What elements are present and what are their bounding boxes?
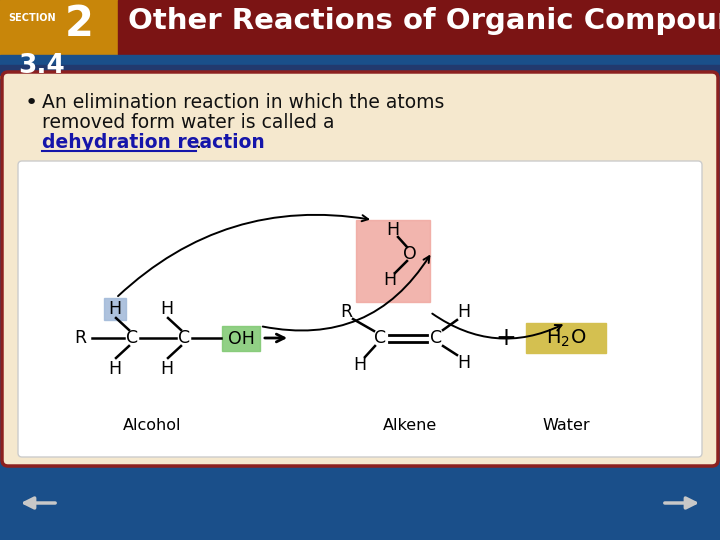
Text: .: . xyxy=(196,133,202,152)
Text: SECTION: SECTION xyxy=(8,13,55,23)
FancyBboxPatch shape xyxy=(2,72,718,466)
Text: C: C xyxy=(178,329,190,347)
Text: removed form water is called a: removed form water is called a xyxy=(42,113,335,132)
Text: An elimination reaction in which the atoms: An elimination reaction in which the ato… xyxy=(42,93,444,112)
Text: H: H xyxy=(457,354,471,372)
Text: H: H xyxy=(354,356,366,374)
Text: dehydration reaction: dehydration reaction xyxy=(42,133,265,152)
Bar xyxy=(118,0,720,55)
Text: C: C xyxy=(374,329,386,347)
Bar xyxy=(0,55,720,65)
Bar xyxy=(0,0,118,78)
Bar xyxy=(526,323,606,353)
Text: H: H xyxy=(457,303,471,321)
Text: H: H xyxy=(109,360,122,378)
Text: H: H xyxy=(161,360,174,378)
Text: Alcohol: Alcohol xyxy=(122,418,181,433)
FancyArrowPatch shape xyxy=(263,256,429,330)
Text: O: O xyxy=(403,245,417,263)
Bar xyxy=(104,298,126,320)
Text: +: + xyxy=(495,326,516,350)
Bar xyxy=(356,220,430,302)
Text: •: • xyxy=(25,93,38,113)
Text: H$_2$O: H$_2$O xyxy=(546,327,586,349)
FancyArrowPatch shape xyxy=(432,314,562,339)
Bar xyxy=(0,463,720,540)
Text: R: R xyxy=(74,329,86,347)
Text: R: R xyxy=(340,303,352,321)
Text: Other Reactions of Organic Compounds: Other Reactions of Organic Compounds xyxy=(128,7,720,35)
Text: Alkene: Alkene xyxy=(383,418,437,433)
FancyBboxPatch shape xyxy=(18,161,702,457)
Bar xyxy=(222,326,260,351)
Text: H: H xyxy=(109,300,122,318)
Text: H: H xyxy=(161,300,174,318)
Text: Water: Water xyxy=(542,418,590,433)
Text: H: H xyxy=(387,221,400,239)
FancyArrowPatch shape xyxy=(118,215,368,296)
Bar xyxy=(0,65,720,75)
Text: 2: 2 xyxy=(65,3,94,45)
Text: C: C xyxy=(126,329,138,347)
Text: 3.4: 3.4 xyxy=(18,53,65,79)
Text: C: C xyxy=(430,329,442,347)
Text: H: H xyxy=(384,271,397,289)
Text: OH: OH xyxy=(228,330,254,348)
